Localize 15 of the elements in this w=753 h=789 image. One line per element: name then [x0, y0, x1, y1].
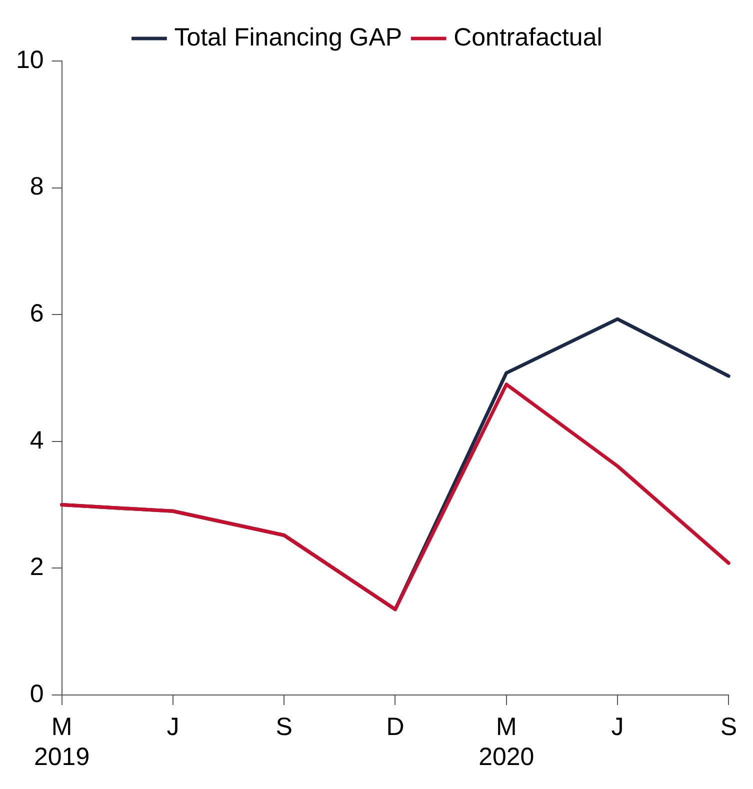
- y-tick-label: 6: [30, 299, 44, 328]
- legend-label: Total Financing GAP: [174, 23, 402, 52]
- y-tick-label: 10: [16, 46, 44, 74]
- x-tick-label: D: [386, 712, 404, 741]
- y-tick-label: 8: [30, 172, 44, 201]
- x-tick-label: M 2019: [34, 712, 90, 771]
- legend-label: Contrafactual: [454, 23, 602, 52]
- x-tick-label: S: [720, 712, 738, 741]
- x-tick-label: J: [166, 712, 180, 741]
- x-tick-label: J: [611, 712, 624, 741]
- y-tick-label: 0: [30, 680, 44, 708]
- y-tick-label: 4: [30, 426, 44, 454]
- x-tick-label: M 2020: [478, 712, 534, 771]
- y-tick-label: 2: [30, 553, 44, 582]
- x-tick-label: S: [276, 712, 292, 741]
